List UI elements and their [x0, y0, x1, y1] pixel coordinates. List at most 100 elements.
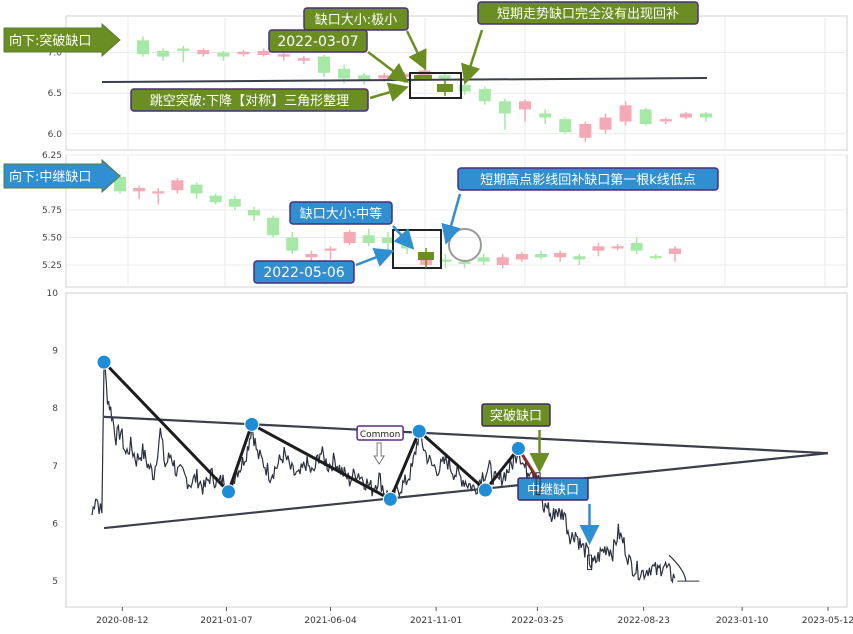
top-candle-body	[619, 105, 632, 122]
top-candle-body	[438, 75, 451, 79]
bottom-ytick-label: 9	[52, 347, 58, 357]
annotations-layer: 向下:突破缺口 缺口大小:极小 2022-03-07 短期走势缺口完全没有出现回补跳空…	[3, 1, 719, 284]
mid-gap-candle	[418, 252, 434, 260]
mid-candle-body	[439, 259, 452, 262]
zigzag-segment	[102, 361, 230, 493]
mid-gap-fill-label: 短期高点影线回补缺口第一根k线低点	[480, 172, 696, 188]
top-gap-size-label: 缺口大小:极小	[315, 13, 397, 28]
bottom-xtick-label: 2023-01-10	[716, 616, 769, 626]
mid-candle-body	[611, 246, 624, 249]
top-candle-body	[297, 58, 310, 61]
mid-candle-body	[573, 256, 586, 260]
top-gap-fill-label-box	[477, 1, 699, 25]
top-candle-body	[519, 101, 532, 110]
bottom-ytick-label: 8	[52, 404, 58, 414]
mid-candle-body	[515, 254, 528, 260]
mid-gap-date-label: 2022-05-06	[263, 265, 344, 281]
common-label-box	[356, 425, 404, 441]
annotation-arrow	[441, 193, 462, 245]
zigzag-segment	[484, 447, 520, 491]
mid-candle-body	[381, 237, 394, 243]
breakaway-label: 突破缺口	[490, 408, 542, 424]
annotation-arrow	[369, 82, 409, 102]
mid-candle-body	[267, 217, 280, 236]
pivot-dot	[96, 354, 112, 370]
mid-frame	[65, 154, 848, 288]
end-arc	[668, 554, 687, 582]
mid-candle-body	[324, 248, 337, 251]
top-gap-date-label-box	[268, 29, 368, 53]
top-gap-box	[409, 72, 462, 99]
mid-candle-body	[228, 199, 241, 207]
pivot-dot	[477, 482, 493, 498]
top-triangle-label-box	[130, 88, 369, 112]
zigzag-segment	[251, 423, 392, 501]
top-gap-date-label: 2022-03-07	[277, 34, 358, 50]
top-candle-body	[659, 119, 672, 122]
top-candle-body	[317, 56, 330, 73]
mid-ytick-label: 6.25	[42, 151, 62, 161]
top-candle-body	[177, 48, 190, 51]
bottom-xtick-label: 2022-03-25	[511, 616, 563, 626]
mid-gap-date-label-box	[253, 260, 355, 284]
annotation-arrow	[405, 30, 427, 71]
bottom-ytick-label: 7	[52, 462, 58, 472]
top-arrow-tag-shape	[3, 22, 121, 58]
runaway-gap-marker	[586, 554, 592, 571]
zigzag-segment	[388, 430, 421, 500]
mid-candle-body	[305, 254, 318, 258]
bottom-ytick-label: 6	[52, 519, 58, 529]
top-candle-body	[559, 119, 572, 133]
top-candle-body	[277, 54, 290, 57]
bottom-xtick-label: 2023-05-12	[802, 616, 853, 626]
top-candle-body	[137, 40, 149, 55]
pivot-dot	[244, 416, 260, 432]
top-candle-body	[338, 68, 351, 79]
top-candle-body	[599, 117, 612, 130]
mid-candle-body	[286, 237, 299, 251]
mid-candle-body	[630, 243, 643, 251]
breakaway-label-box	[481, 403, 551, 427]
mid-candle-body	[592, 246, 605, 251]
mid-gap-fill-label-box	[457, 167, 719, 191]
pivot-dot	[221, 484, 237, 500]
top-candle-body	[458, 85, 471, 92]
zigzag-segment	[418, 430, 487, 492]
bottom-ytick-label: 5	[52, 577, 58, 587]
top-candle-body	[378, 75, 391, 79]
top-candle-body	[579, 124, 592, 138]
runaway-label-box	[517, 477, 589, 501]
mid-arrow-tag: 向下:中继缺口	[9, 169, 91, 185]
mid-candle-body	[496, 257, 509, 265]
mid-ytick-label: 5.50	[42, 234, 62, 244]
bottom-xtick-label: 2021-06-04	[304, 616, 357, 626]
mid-candle-body	[343, 232, 356, 243]
bottom-frame	[65, 292, 848, 608]
bottom-ytick-label: 10	[47, 289, 59, 299]
top-candle-body	[639, 109, 652, 125]
pivot-dot	[382, 491, 398, 507]
top-gap-fill-label: 短期走势缺口完全没有出现回补	[497, 6, 679, 22]
top-gap-candle	[437, 84, 453, 92]
annotation-arrow	[392, 225, 415, 250]
top-candle-body	[157, 50, 170, 57]
bottom-xtick-label: 2020-08-12	[96, 616, 148, 626]
top-candle-body	[358, 75, 371, 81]
top-ytick-label: 7.0	[48, 49, 63, 59]
mid-candle-body	[152, 191, 165, 194]
pivot-dot	[510, 441, 526, 457]
mid-arrow-tag-shape	[3, 158, 121, 194]
top-candle-body	[257, 50, 270, 55]
bottom-xtick-label: 2021-01-07	[200, 616, 252, 626]
pivot-dot	[411, 423, 427, 439]
mid-candle-body	[535, 254, 548, 258]
zigzag-segment	[227, 423, 254, 493]
top-candle-body	[498, 101, 511, 114]
top-candle-body	[197, 50, 210, 55]
mid-candle-body	[209, 195, 222, 203]
mid-ytick-label: 5.75	[42, 206, 62, 216]
top-ytick-label: 6.5	[48, 89, 62, 99]
top-frame	[65, 15, 848, 151]
